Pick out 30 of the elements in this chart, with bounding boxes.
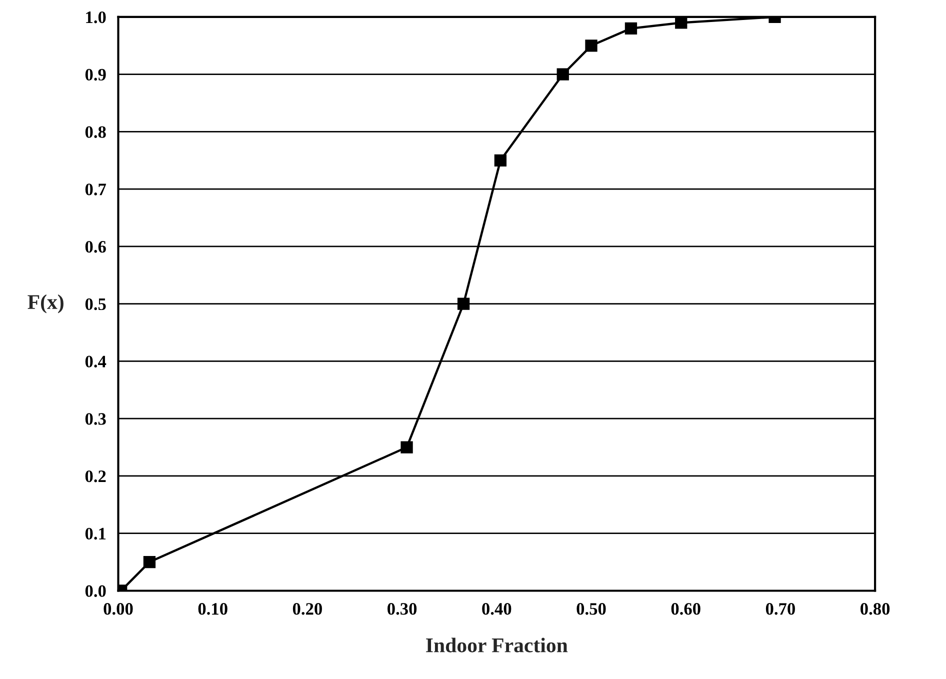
x-tick-label: 0.80 <box>860 603 890 615</box>
y-tick-label: 0.8 <box>85 126 106 138</box>
x-tick-label: 0.50 <box>576 603 606 615</box>
y-tick-label: 0.3 <box>85 413 106 425</box>
point <box>457 298 470 310</box>
point <box>494 154 507 166</box>
y-tick-label: 0.7 <box>85 184 106 196</box>
y-axis-title: F(x) <box>28 294 64 314</box>
x-tick-label: 0.30 <box>388 603 417 615</box>
x-tick-label: 0.70 <box>766 603 795 615</box>
x-axis-title: Indoor Fraction <box>426 638 568 652</box>
x-tick-label: 0.20 <box>292 603 322 615</box>
x-tick-label: 0.00 <box>104 603 133 615</box>
point <box>400 441 413 454</box>
y-tick-label: 0.0 <box>85 585 106 597</box>
point <box>556 68 569 80</box>
y-tick-label: 0.1 <box>85 528 106 540</box>
point <box>143 556 156 568</box>
y-tick-label: 0.2 <box>85 470 106 482</box>
x-tick-label: 0.10 <box>198 603 228 615</box>
y-tick-label: 0.6 <box>85 240 106 253</box>
y-tick-label: 0.4 <box>85 356 106 368</box>
point <box>585 40 598 52</box>
x-tick-label: 0.40 <box>482 603 512 615</box>
y-tick-label: 1.0 <box>86 11 106 24</box>
y-tick-label: 0.9 <box>85 68 106 81</box>
point <box>675 16 688 29</box>
x-tick-label: 0.60 <box>671 603 700 615</box>
y-tick-label: 0.5 <box>85 298 106 310</box>
point <box>624 22 638 35</box>
